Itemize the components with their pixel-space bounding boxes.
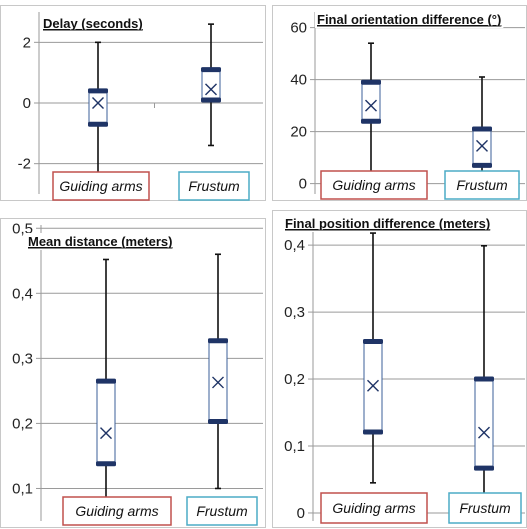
box-iqr xyxy=(361,81,381,122)
box-q3-bar xyxy=(88,88,108,94)
box-iqr xyxy=(363,341,383,433)
mean-marker xyxy=(367,379,379,392)
category-label: Frustum xyxy=(459,500,511,516)
mean-marker xyxy=(476,139,488,152)
box-q1-bar xyxy=(474,465,494,471)
mean-marker xyxy=(100,427,112,440)
y-tick-label: 20 xyxy=(290,124,307,141)
y-tick-label: 0,3 xyxy=(284,304,305,321)
orientation-chart-panel: 0 20 40 60 Final orientation difference (°) G… xyxy=(272,5,527,201)
chart-title-bg xyxy=(26,233,175,250)
box-q3-bar xyxy=(472,126,492,132)
box-q3-bar xyxy=(208,338,228,344)
y-tick-label: 2 xyxy=(23,34,31,51)
category-label: Frustum xyxy=(456,177,508,193)
box-iqr xyxy=(474,378,494,469)
category-label-box xyxy=(52,171,150,201)
delay-chart: -2 0 2 Delay (seconds) Guiding arms Frustum xyxy=(18,12,263,201)
chart-title-bg xyxy=(315,11,504,28)
y-tick-label: 0 xyxy=(297,505,305,522)
mean-marker xyxy=(212,376,224,389)
category-label: Frustum xyxy=(188,178,240,194)
category-label-box xyxy=(320,170,428,200)
category-label: Guiding arms xyxy=(332,177,415,193)
category-label-box xyxy=(448,492,522,524)
category-label: Guiding arms xyxy=(332,500,415,516)
box-iqr xyxy=(201,69,221,101)
box-q1-bar xyxy=(363,429,383,435)
category-label-box xyxy=(320,492,428,524)
box-q3-bar xyxy=(363,339,383,345)
box-q1-bar xyxy=(96,461,116,467)
y-tick-label: 0,4 xyxy=(284,237,305,254)
category-label-box xyxy=(62,496,172,526)
y-tick-label: 0,3 xyxy=(12,350,33,367)
chart-title-bg xyxy=(283,215,493,232)
y-tick-label: 0,4 xyxy=(12,285,33,302)
y-tick-label: -2 xyxy=(18,156,31,173)
mean-marker xyxy=(478,426,490,439)
position-chart-panel: 0 0,1 0,2 0,3 0,4 Final position difference (… xyxy=(272,210,527,528)
box-iqr xyxy=(96,380,116,465)
mean-marker xyxy=(365,99,377,112)
box-q1-bar xyxy=(88,121,108,127)
y-tick-label: 0 xyxy=(23,95,31,112)
box-q1-bar xyxy=(361,118,381,124)
category-label-box xyxy=(444,170,520,200)
chart-title: Delay (seconds) xyxy=(43,16,143,31)
box-q1-bar xyxy=(201,97,221,103)
box-iqr xyxy=(208,340,228,422)
y-tick-label: 0 xyxy=(299,176,307,193)
y-tick-label: 60 xyxy=(290,20,307,37)
y-tick-label: 0,1 xyxy=(12,480,33,497)
box-q1-bar xyxy=(472,162,492,168)
category-label: Guiding arms xyxy=(75,503,158,519)
box-iqr xyxy=(88,90,108,125)
category-label: Guiding arms xyxy=(59,178,142,194)
chart-title: Final orientation difference (°) xyxy=(317,12,501,27)
mean-marker xyxy=(205,83,217,96)
y-tick-label: 40 xyxy=(290,72,307,89)
box-q3-bar xyxy=(361,79,381,85)
mean-distance-chart-panel: 0,1 0,2 0,3 0,4 0,5 Mean distance (meters) Gui… xyxy=(0,218,266,528)
position-chart: 0 0,1 0,2 0,3 0,4 Final position difference (… xyxy=(283,215,525,524)
chart-title: Final position difference (meters) xyxy=(285,216,490,231)
category-label-box xyxy=(186,496,258,526)
y-tick-label: 0,1 xyxy=(284,438,305,455)
y-tick-label: 0,2 xyxy=(284,371,305,388)
box-iqr xyxy=(472,128,492,166)
box-q3-bar xyxy=(474,376,494,382)
chart-title: Mean distance (meters) xyxy=(28,234,173,249)
category-label: Frustum xyxy=(196,503,248,519)
delay-chart-panel: -2 0 2 Delay (seconds) Guiding arms Frustum xyxy=(0,5,266,201)
box-q1-bar xyxy=(208,418,228,424)
box-q3-bar xyxy=(96,378,116,384)
mean-marker xyxy=(92,97,104,109)
category-label-box xyxy=(178,171,250,201)
orientation-chart: 0 20 40 60 Final orientation difference (°) G… xyxy=(290,11,525,200)
box-q3-bar xyxy=(201,67,221,73)
y-tick-label: 0,2 xyxy=(12,415,33,432)
chart-title-bg xyxy=(41,15,145,32)
